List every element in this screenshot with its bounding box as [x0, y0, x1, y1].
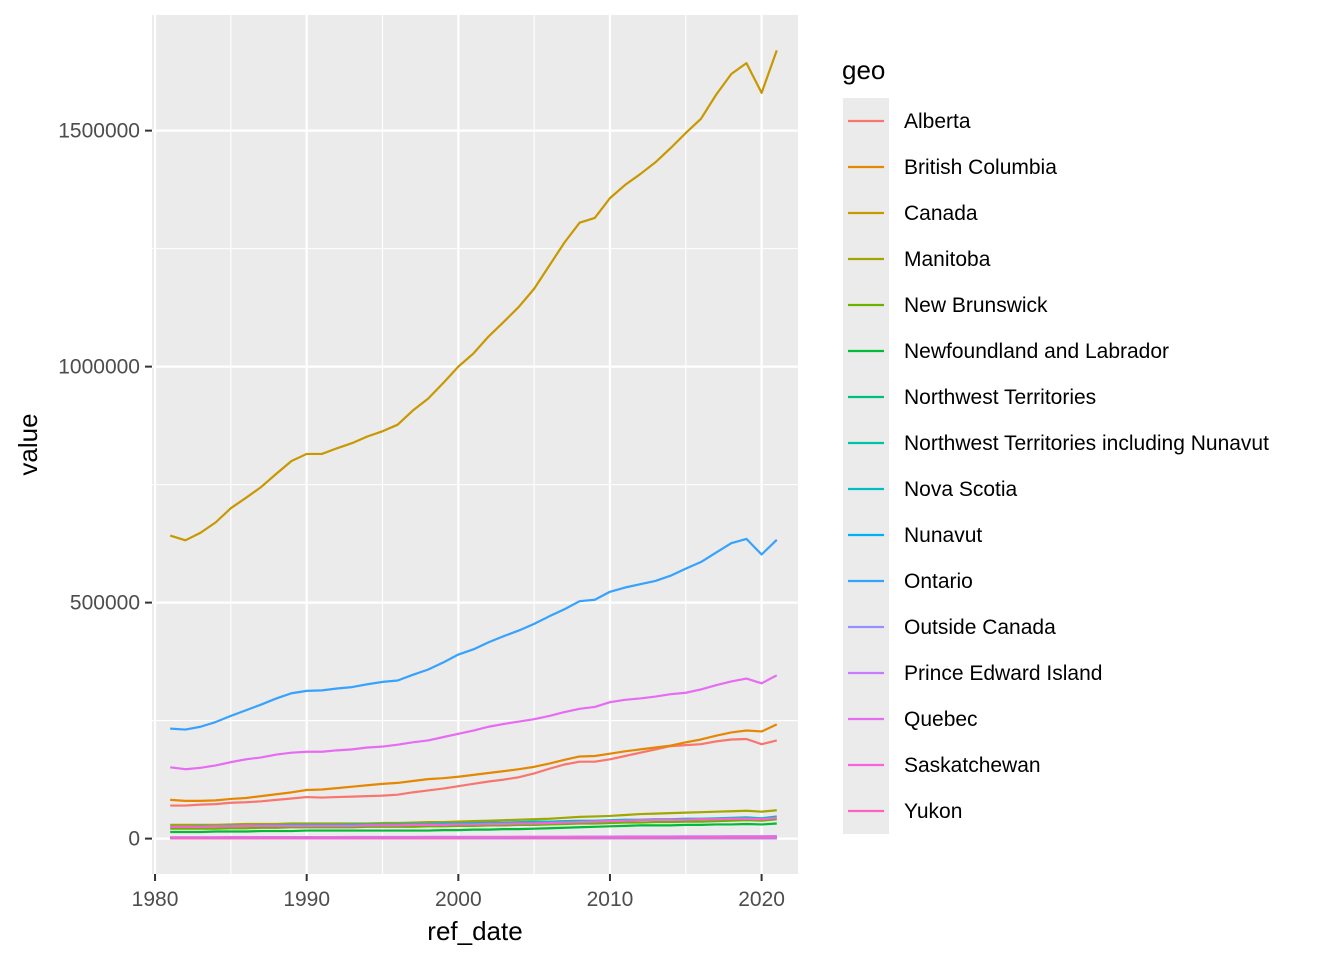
legend-label: British Columbia	[904, 156, 1057, 179]
legend-label: Nunavut	[904, 524, 982, 547]
legend-item-saskatchewan: Saskatchewan	[848, 754, 1041, 777]
legend-label: Canada	[904, 202, 978, 225]
legend-label: Prince Edward Island	[904, 662, 1102, 685]
series-line-quebec	[170, 674, 778, 771]
grid-major	[152, 15, 798, 874]
x-tick-label: 2010	[587, 888, 634, 911]
series-line-ontario	[170, 537, 778, 731]
series-line-saskatchewan	[170, 816, 777, 828]
series-lines	[169, 50, 778, 840]
legend-label: Outside Canada	[904, 616, 1056, 639]
y-tick-label: 500000	[70, 592, 140, 615]
y-tick-label: 0	[128, 828, 140, 851]
x-tick-label: 2020	[738, 888, 785, 911]
y-tick-label: 1500000	[58, 120, 140, 143]
legend-label: Nova Scotia	[904, 478, 1018, 501]
x-axis: 1980 1990 2000 2010 2020	[132, 874, 785, 911]
x-tick-label: 1980	[132, 888, 179, 911]
legend-item-nova-scotia: Nova Scotia	[848, 478, 1018, 501]
x-axis-title: ref_date	[427, 916, 522, 946]
legend-item-northwest-territories-including-nunavut: Northwest Territories including Nunavut	[848, 432, 1269, 455]
legend-item-alberta: Alberta	[848, 110, 971, 133]
series-line-new-brunswick	[170, 818, 777, 830]
y-tick-label: 1000000	[58, 356, 140, 379]
legend-item-british-columbia: British Columbia	[848, 156, 1057, 179]
legend-label: Saskatchewan	[904, 754, 1041, 777]
legend-item-nunavut: Nunavut	[848, 524, 982, 547]
legend: geo Alberta British Columbia Canada Manitob…	[842, 55, 1269, 834]
legend-key-background	[843, 98, 889, 834]
legend-label: Alberta	[904, 110, 971, 133]
legend-items: Alberta British Columbia Canada Manitoba New…	[848, 110, 1269, 823]
legend-label: Ontario	[904, 570, 973, 593]
legend-label: Newfoundland and Labrador	[904, 340, 1169, 363]
x-tick-label: 1990	[283, 888, 330, 911]
series-line-newfoundland-and-labrador	[170, 822, 777, 834]
series-line-canada	[169, 50, 778, 542]
legend-title: geo	[842, 55, 885, 85]
series-line-manitoba	[170, 809, 777, 827]
grid-minor	[152, 15, 798, 874]
legend-item-ontario: Ontario	[848, 570, 973, 593]
legend-label: Northwest Territories including Nunavut	[904, 432, 1269, 455]
legend-item-manitoba: Manitoba	[848, 248, 991, 271]
legend-label: Northwest Territories	[904, 386, 1096, 409]
legend-item-outside-canada: Outside Canada	[848, 616, 1056, 639]
legend-item-yukon: Yukon	[848, 800, 962, 823]
legend-label: Manitoba	[904, 248, 991, 271]
x-tick-label: 2000	[435, 888, 482, 911]
series-line-british-columbia	[170, 723, 778, 802]
series-line-alberta	[170, 737, 778, 807]
legend-item-prince-edward-island: Prince Edward Island	[848, 662, 1102, 685]
legend-item-new-brunswick: New Brunswick	[848, 294, 1048, 317]
legend-item-canada: Canada	[848, 202, 978, 225]
y-axis-title: value	[13, 413, 43, 475]
legend-item-northwest-territories: Northwest Territories	[848, 386, 1096, 409]
legend-item-newfoundland-and-labrador: Newfoundland and Labrador	[848, 340, 1169, 363]
series-line-yukon	[170, 836, 777, 840]
legend-label: New Brunswick	[904, 294, 1048, 317]
legend-label: Quebec	[904, 708, 978, 731]
legend-item-quebec: Quebec	[848, 708, 978, 731]
legend-label: Yukon	[904, 800, 962, 823]
y-axis: 0 500000 1000000 1500000	[58, 120, 152, 851]
